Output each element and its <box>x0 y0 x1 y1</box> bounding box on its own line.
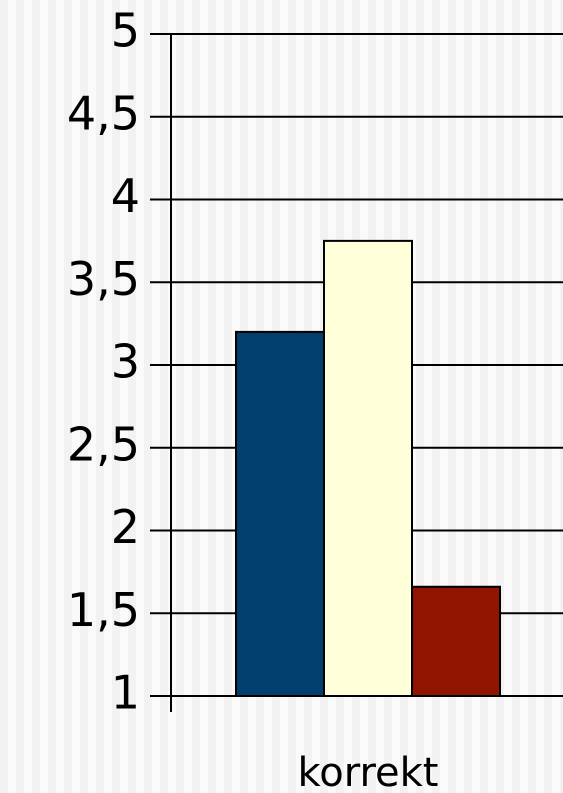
x-tick-label: korrekt <box>298 750 439 793</box>
y-tick-label: 2 <box>111 500 140 554</box>
y-tick-label: 5 <box>111 4 140 58</box>
bar <box>411 585 501 698</box>
y-tick-label: 1,5 <box>67 583 140 637</box>
y-tick-label: 1 <box>111 666 140 720</box>
y-tick-label: 2,5 <box>67 417 140 471</box>
y-tick-label: 3,5 <box>67 252 140 306</box>
bar <box>235 330 325 697</box>
y-tick-label: 4 <box>111 169 140 223</box>
y-tick-label: 3 <box>111 335 140 389</box>
bar <box>323 239 413 697</box>
y-tick-label: 4,5 <box>67 86 140 140</box>
